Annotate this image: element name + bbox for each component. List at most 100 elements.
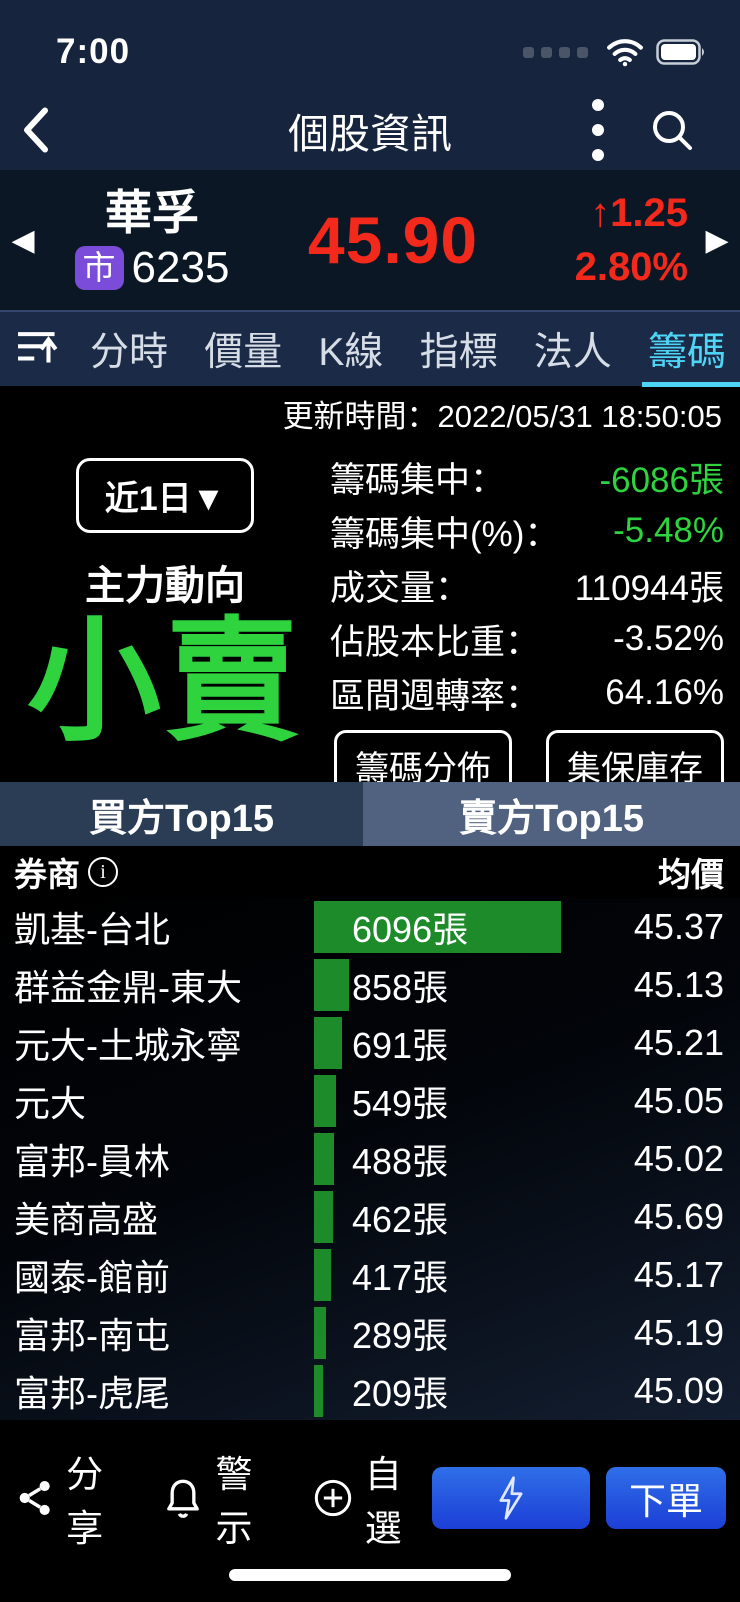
cellular-signal-icon xyxy=(523,46,588,58)
next-stock-button[interactable]: ▶ xyxy=(705,223,729,257)
avg-price-column-header: 均價 xyxy=(658,856,724,893)
stat-label: 佔股本比重： xyxy=(330,622,541,662)
table-row[interactable]: 富邦-員林 488張 45.02 xyxy=(0,1130,740,1188)
volume-bar-cell: 549張 xyxy=(314,1072,606,1130)
avg-price-value: 45.21 xyxy=(633,1022,724,1063)
alert-label: 警示 xyxy=(215,1454,253,1549)
stat-row-2: 成交量： 110944張 xyxy=(330,558,724,612)
tab-item-1[interactable]: 價量 xyxy=(204,331,283,374)
tab-buy-top15[interactable]: 買方Top15 xyxy=(0,782,363,846)
menu-kebab-icon[interactable] xyxy=(592,99,604,161)
stat-value: 64.16% xyxy=(605,673,724,712)
broker-name: 富邦-員林 xyxy=(14,1141,170,1182)
search-icon[interactable] xyxy=(648,106,696,154)
volume-bar-cell: 209張 xyxy=(314,1362,606,1420)
volume-bar-cell: 691張 xyxy=(314,1014,606,1072)
up-arrow-icon: ↑ xyxy=(590,191,611,235)
status-bar: 7:00 xyxy=(0,0,740,90)
avg-price-value: 45.37 xyxy=(633,906,724,947)
chevron-left-icon xyxy=(24,107,48,153)
main-force-title: 主力動向 xyxy=(85,564,245,608)
share-button[interactable]: 分享 xyxy=(16,1444,133,1552)
volume-value: 488張 xyxy=(352,1141,449,1182)
stat-row-0: 籌碼集中： -6086張 xyxy=(330,450,724,504)
tab-item-2[interactable]: K線 xyxy=(318,331,384,374)
stat-row-1: 籌碼集中(%)： -5.48% xyxy=(330,504,724,558)
market-type-badge: 市 xyxy=(74,245,124,290)
price-change-percent: 2.80% xyxy=(574,245,688,289)
chip-distribution-button[interactable]: 籌碼分佈 xyxy=(334,730,512,801)
volume-value: 417張 xyxy=(352,1257,449,1298)
price-change: 1.25 xyxy=(610,191,688,235)
back-button[interactable] xyxy=(20,106,52,154)
period-dropdown[interactable]: 近1日▼ xyxy=(75,458,255,533)
volume-bar-cell: 462張 xyxy=(314,1188,606,1246)
add-watchlist-button[interactable]: 自選 xyxy=(313,1444,432,1552)
volume-bar-cell: 6096張 xyxy=(314,898,606,956)
alert-button[interactable]: 警示 xyxy=(163,1444,282,1552)
volume-bar xyxy=(314,1075,336,1127)
stat-value: -3.52% xyxy=(613,619,724,658)
avg-price-value: 45.17 xyxy=(633,1254,724,1295)
status-time: 7:00 xyxy=(56,32,131,71)
broker-name: 美商高盛 xyxy=(14,1199,159,1240)
volume-bar xyxy=(314,1307,326,1359)
table-row[interactable]: 元大-土城永寧 691張 45.21 xyxy=(0,1014,740,1072)
tab-item-3[interactable]: 指標 xyxy=(419,331,498,374)
avg-price-value: 45.02 xyxy=(633,1138,724,1179)
stat-label: 籌碼集中(%)： xyxy=(330,514,560,554)
broker-table: 凱基-台北 6096張 45.37 群益金鼎-東大 858張 45.13 元大-土城永寧 69… xyxy=(0,898,740,1420)
volume-value: 289張 xyxy=(352,1315,449,1356)
volume-bar xyxy=(314,959,349,1011)
broker-name: 群益金鼎-東大 xyxy=(14,967,242,1008)
table-row[interactable]: 富邦-南屯 289張 45.19 xyxy=(0,1304,740,1362)
volume-value: 462張 xyxy=(352,1199,449,1240)
table-row[interactable]: 富邦-虎尾 209張 45.09 xyxy=(0,1362,740,1420)
volume-bar xyxy=(314,1133,334,1185)
table-row[interactable]: 國泰-館前 417張 45.17 xyxy=(0,1246,740,1304)
avg-price-value: 45.09 xyxy=(633,1370,724,1411)
info-icon[interactable]: i xyxy=(88,857,118,887)
volume-value: 6096張 xyxy=(352,909,469,950)
stat-label: 籌碼集中： xyxy=(330,460,506,500)
avg-price-value: 45.13 xyxy=(633,964,724,1005)
place-order-button[interactable]: 下單 xyxy=(606,1467,726,1529)
watchlist-label: 自選 xyxy=(364,1454,402,1549)
volume-bar xyxy=(314,1191,333,1243)
broker-name: 富邦-虎尾 xyxy=(14,1373,170,1414)
quick-trade-button[interactable] xyxy=(432,1467,590,1529)
update-time: 更新時間：2022/05/31 18:50:05 xyxy=(282,398,722,434)
lightning-icon xyxy=(499,1476,523,1520)
volume-bar xyxy=(314,901,561,953)
tab-sell-top15[interactable]: 賣方Top15 xyxy=(363,782,740,846)
tab-item-0[interactable]: 分時 xyxy=(90,331,169,374)
volume-bar xyxy=(314,1017,342,1069)
broker-name: 國泰-館前 xyxy=(14,1257,170,1298)
stat-label: 區間週轉率： xyxy=(330,676,541,716)
sort-ascending-icon[interactable] xyxy=(16,326,62,372)
tab-item-5[interactable]: 籌碼 xyxy=(641,311,740,387)
table-row[interactable]: 元大 549張 45.05 xyxy=(0,1072,740,1130)
nav-bar: 個股資訊 xyxy=(0,90,740,170)
broker-column-header: 券商 xyxy=(14,856,80,893)
stock-code: 6235 xyxy=(131,242,230,292)
tab-item-4[interactable]: 法人 xyxy=(533,331,612,374)
tab-bar-tabs: 分時 價量 K線 指標 法人 籌碼 xyxy=(90,311,740,387)
stat-row-3: 佔股本比重： -3.52% xyxy=(330,612,724,666)
wifi-icon xyxy=(606,37,644,67)
table-row[interactable]: 美商高盛 462張 45.69 xyxy=(0,1188,740,1246)
page-title: 個股資訊 xyxy=(288,111,452,157)
stat-value: 110944張 xyxy=(574,568,724,608)
bell-icon xyxy=(167,1479,200,1518)
volume-value: 549張 xyxy=(352,1083,449,1124)
stat-rows: 籌碼集中： -6086張 籌碼集中(%)： -5.48% 成交量： 110944張 佔股本比… xyxy=(330,450,724,720)
table-row[interactable]: 群益金鼎-東大 858張 45.13 xyxy=(0,956,740,1014)
tab-bar: 分時 價量 K線 指標 法人 籌碼 xyxy=(0,310,740,387)
volume-bar xyxy=(314,1365,323,1417)
prev-stock-button[interactable]: ◀ xyxy=(11,223,35,257)
table-row[interactable]: 凱基-台北 6096張 45.37 xyxy=(0,898,740,956)
home-indicator[interactable] xyxy=(229,1569,511,1581)
share-label: 分享 xyxy=(66,1454,104,1549)
top15-tabs: 買方Top15 賣方Top15 xyxy=(0,782,740,846)
